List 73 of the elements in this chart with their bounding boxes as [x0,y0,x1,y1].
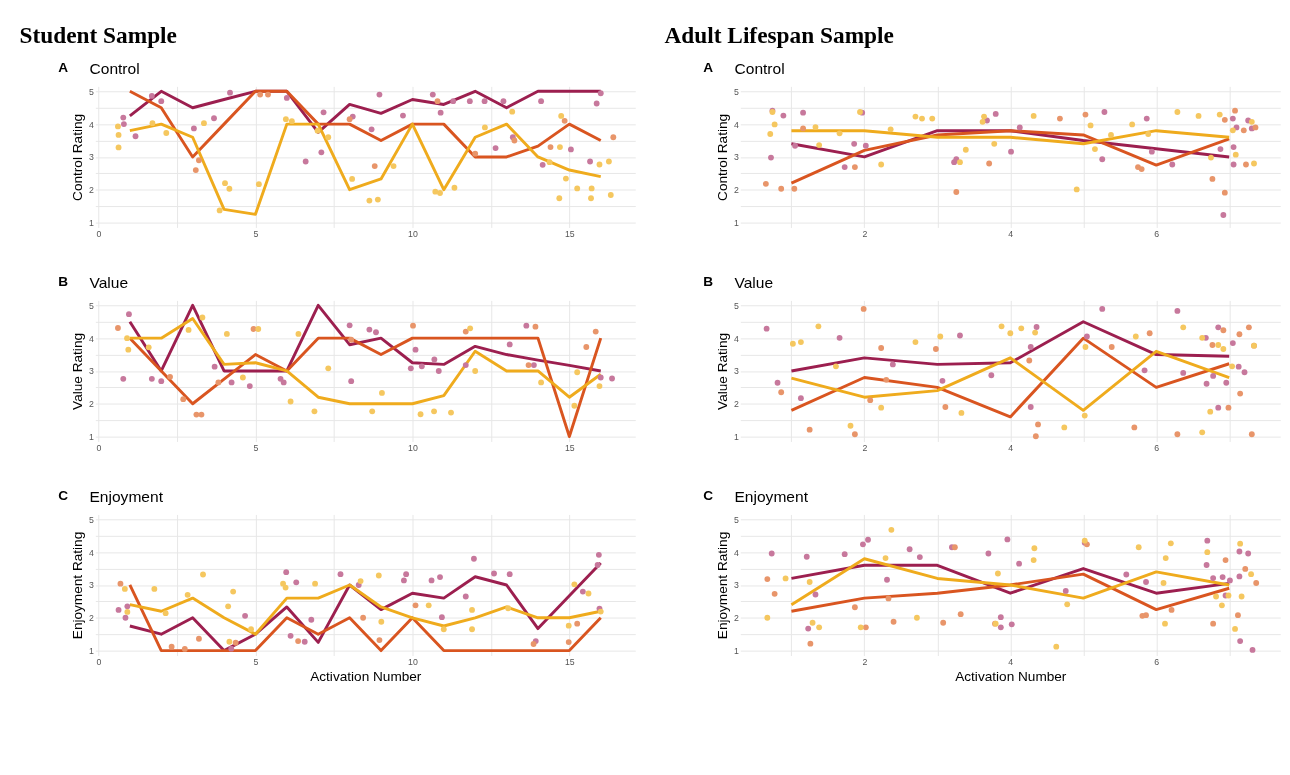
x-tick-label: 5 [253,442,259,453]
y-tick-label: 3 [734,366,740,377]
x-tick-label: 5 [253,656,259,667]
y-tick-label: 5 [89,300,95,311]
x-tick-label: 2 [862,442,868,453]
y-tick-label: 4 [89,333,95,344]
chart-title: Control [734,59,785,77]
y-tick-label: 5 [734,300,740,311]
text: Adult Lifespan Sample [664,21,894,48]
x-tick-label: 10 [408,656,418,667]
y-tick-label: 4 [734,547,740,558]
y-tick-label: 3 [89,152,95,163]
y-tick-label: 1 [734,217,740,228]
x-tick-label: 4 [1008,228,1014,239]
text: A [703,59,714,75]
y-tick-label: 1 [734,431,740,442]
x-tick-label: 15 [564,656,575,667]
text: B [703,273,714,289]
x-tick-label: 6 [1154,228,1160,239]
y-axis-title: Control Rating [70,113,86,201]
y-tick-label: 2 [89,613,95,624]
x-tick-label: 4 [1008,656,1014,667]
y-tick-label: 4 [734,333,740,344]
chart-title: Control [89,59,140,77]
y-axis-title: Value Rating [715,332,731,410]
y-axis-title: Value Rating [70,332,86,410]
x-tick-label: 10 [408,228,418,239]
y-tick-label: 1 [89,217,95,228]
x-tick-label: 0 [96,442,102,453]
x-tick-label: 2 [862,228,868,239]
text: Student Sample [19,21,177,48]
chart-title: Value [734,273,774,291]
x-tick-label: 0 [96,228,102,239]
y-tick-label: 2 [89,399,95,410]
text: C [703,487,714,503]
y-tick-label: 4 [89,119,95,130]
text: B [58,273,69,289]
y-tick-label: 3 [734,580,740,591]
text: C [58,487,69,503]
chart-title: Enjoyment [734,487,809,505]
x-tick-label: 6 [1154,656,1160,667]
text: A [58,59,69,75]
x-tick-label: 6 [1154,442,1160,453]
y-tick-label: 1 [734,646,740,656]
x-tick-label: 15 [564,442,575,453]
x-axis-title: Activation Number [310,669,422,685]
y-tick-label: 3 [734,152,740,163]
y-tick-label: 2 [734,399,740,410]
x-tick-label: 2 [862,656,868,667]
y-tick-label: 2 [89,185,95,196]
chart-title: Enjoyment [89,487,164,505]
y-tick-label: 5 [89,514,95,525]
y-tick-label: 5 [734,514,740,525]
y-tick-label: 4 [734,119,740,130]
y-tick-label: 2 [734,185,740,196]
y-tick-label: 3 [89,580,95,591]
y-tick-label: 5 [89,86,95,97]
x-tick-label: 5 [253,228,259,239]
y-tick-label: 4 [89,547,95,558]
y-tick-label: 5 [734,86,740,97]
y-tick-label: 1 [89,431,95,442]
y-tick-label: 1 [89,646,95,656]
x-tick-label: 10 [408,442,418,453]
x-tick-label: 0 [96,656,102,667]
y-axis-title: Enjoyment Rating [715,531,731,640]
y-axis-title: Enjoyment Rating [70,531,86,640]
y-tick-label: 3 [89,366,95,377]
y-axis-title: Control Rating [715,113,731,201]
x-axis-title: Activation Number [955,669,1067,685]
chart-title: Value [89,273,129,291]
y-tick-label: 2 [734,613,740,624]
x-tick-label: 4 [1008,442,1014,453]
x-tick-label: 15 [564,228,575,239]
